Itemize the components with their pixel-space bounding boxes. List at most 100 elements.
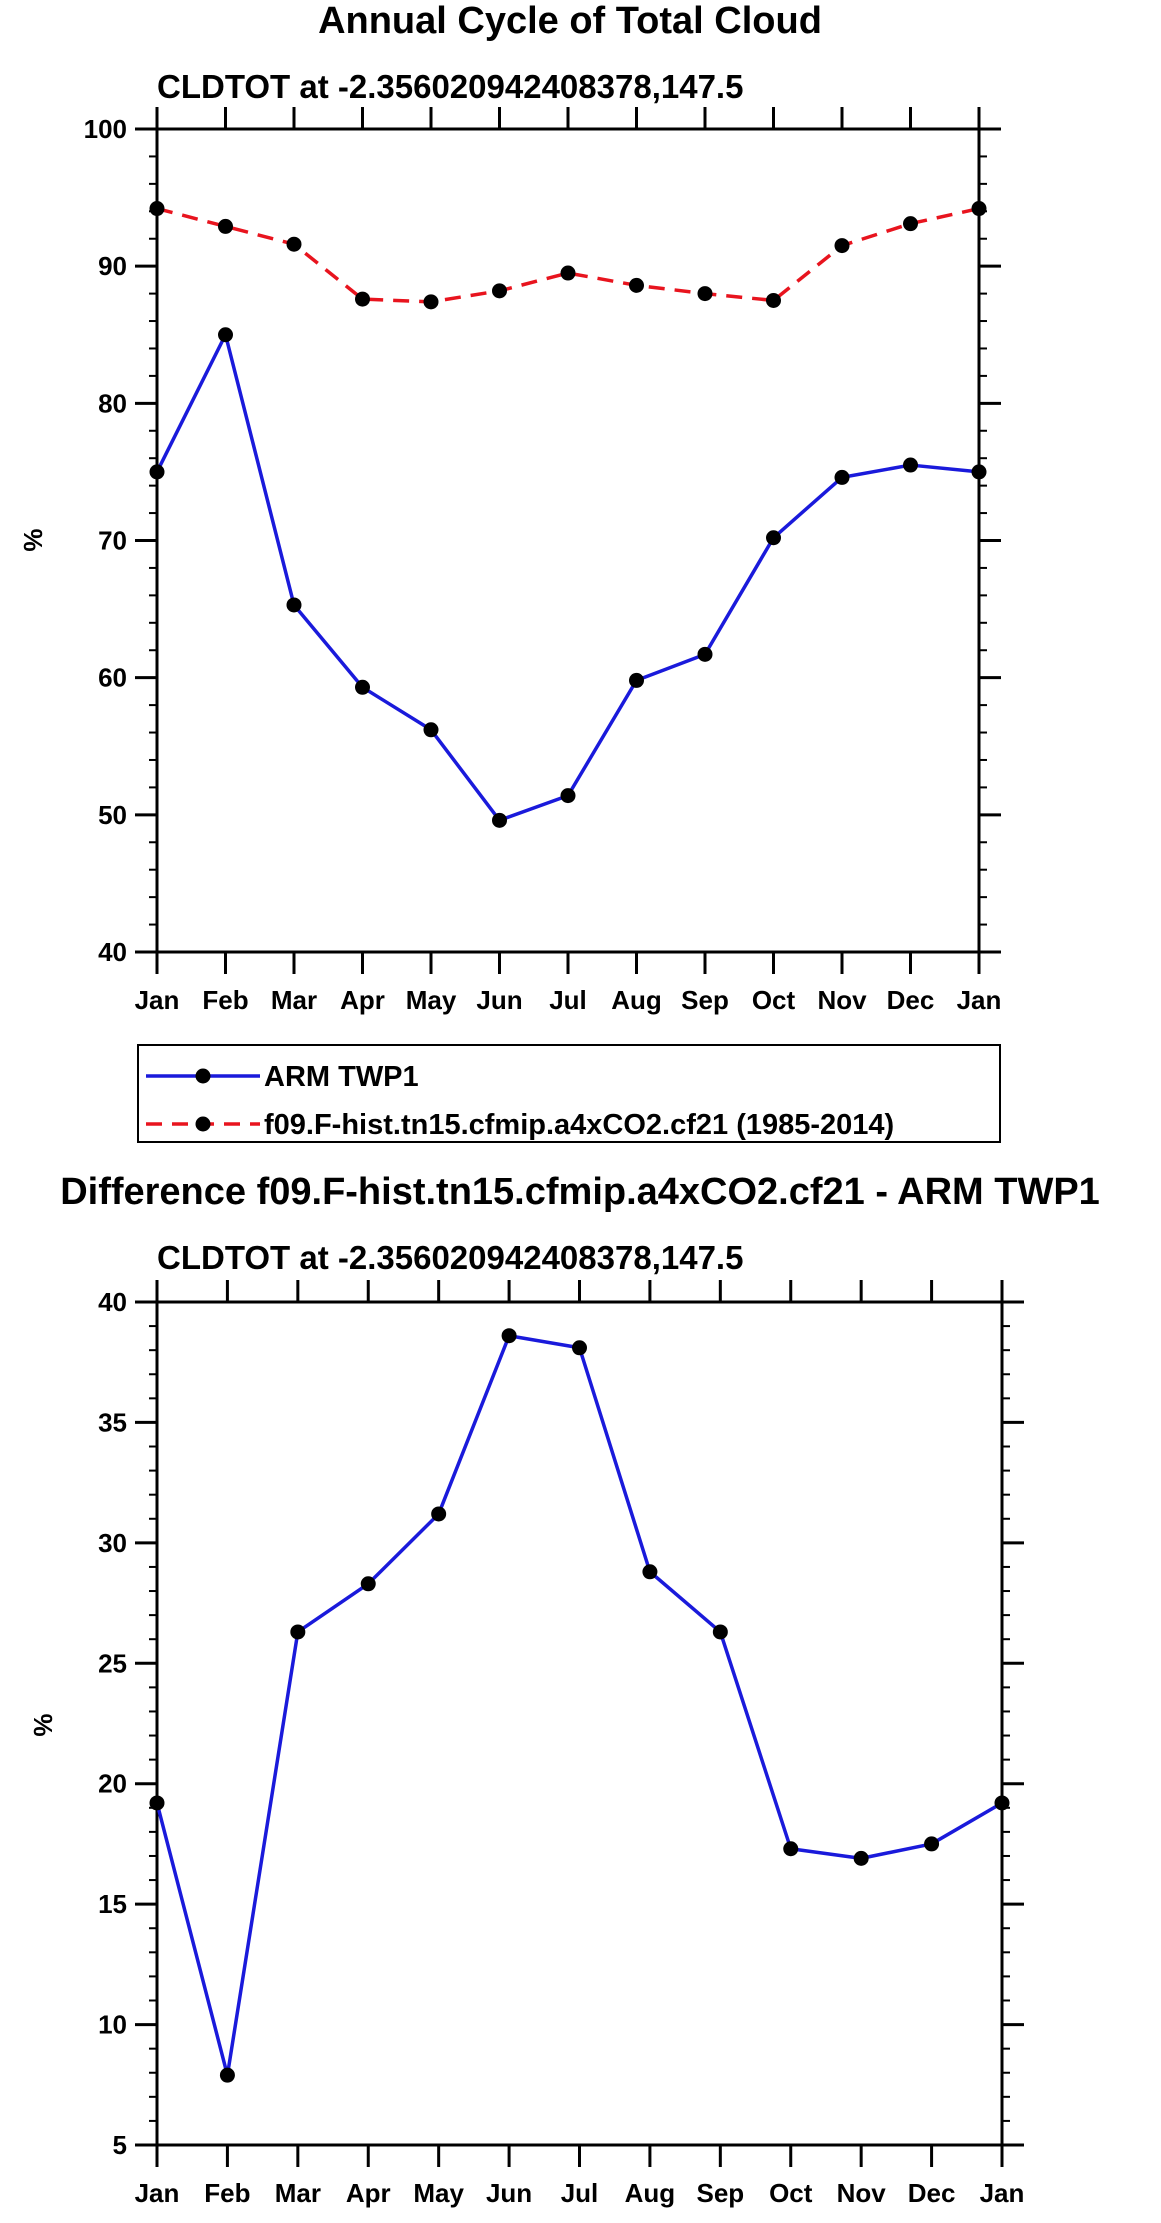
y-tick-label: 60: [98, 663, 127, 693]
data-point: [971, 201, 987, 217]
data-point: [501, 1328, 517, 1344]
series-line-model: [156, 206, 980, 304]
chart-subtitle: CLDTOT at -2.356020942408378,147.5: [157, 68, 743, 105]
series-lines: [155, 1333, 1003, 2077]
data-point: [766, 292, 781, 308]
data-point: [423, 722, 439, 738]
chart-subtitle: CLDTOT at -2.356020942408378,147.5: [157, 1239, 743, 1276]
data-point: [834, 469, 850, 485]
x-tick-label: Mar: [275, 2178, 321, 2208]
x-tick-label: Jan: [135, 985, 180, 1015]
x-tick-label: May: [406, 985, 457, 1015]
y-tick-label: 100: [84, 114, 127, 144]
x-tick-label: Aug: [625, 2178, 676, 2208]
series-markers: [149, 201, 987, 828]
x-tick-label: Oct: [752, 985, 796, 1015]
annual-cycle-chart: Annual Cycle of Total Cloud CLDTOT at -2…: [18, 0, 1001, 1015]
data-point: [423, 294, 439, 310]
y-tick-label: 40: [98, 937, 127, 967]
data-point: [286, 597, 302, 613]
data-point: [629, 277, 644, 293]
x-tick-label: Jan: [957, 985, 1002, 1015]
x-tick-label: Feb: [204, 2178, 250, 2208]
legend-marker-obs: [195, 1068, 211, 1084]
data-point: [766, 530, 781, 546]
data-point: [924, 1836, 940, 1852]
data-point: [712, 1624, 728, 1640]
x-tick-label: Jun: [476, 985, 522, 1015]
data-point: [697, 646, 713, 662]
chart-title: Difference f09.F-hist.tn15.cfmip.a4xCO2.…: [60, 1171, 1100, 1213]
legend: ARM TWP1 f09.F-hist.tn15.cfmip.a4xCO2.cf…: [137, 1044, 1001, 1143]
series-lines: [155, 206, 980, 823]
x-tick-label: Apr: [346, 2178, 391, 2208]
data-point: [783, 1841, 799, 1857]
x-tick-label: Oct: [769, 2178, 813, 2208]
data-point: [492, 812, 507, 828]
y-tick-label: 40: [98, 1287, 127, 1317]
axis-ticks: [135, 107, 1001, 974]
x-tick-label: Feb: [202, 985, 248, 1015]
legend-box: [137, 1044, 1001, 1143]
y-tick-label: 15: [98, 1889, 127, 1919]
x-tick-labels: Jan Feb Mar Apr May Jun Jul Aug Sep Oct Nov Dec Jan: [135, 2178, 1025, 2208]
axis-ticks: [135, 1280, 1024, 2167]
y-tick-label: 90: [98, 251, 127, 281]
data-point: [219, 2067, 235, 2083]
y-tick-label: 25: [98, 1648, 127, 1678]
x-tick-label: Jan: [980, 2178, 1025, 2208]
y-tick-label: 20: [98, 1769, 127, 1799]
data-point: [149, 464, 165, 480]
plot-frame: [155, 127, 981, 954]
legend-label-obs: ARM TWP1: [264, 1061, 419, 1093]
y-axis-label: %: [28, 1713, 58, 1736]
x-tick-labels: Jan Feb Mar Apr May Jun Jul Aug Sep Oct Nov Dec Jan: [135, 985, 1002, 1015]
data-point: [903, 457, 918, 473]
data-point: [286, 236, 302, 252]
data-point: [834, 238, 850, 254]
data-point: [697, 286, 713, 302]
data-point: [560, 788, 576, 804]
data-point: [994, 1795, 1010, 1811]
y-tick-label: 5: [113, 2130, 127, 2160]
x-tick-label: Jun: [486, 2178, 532, 2208]
x-tick-label: Apr: [340, 985, 385, 1015]
x-tick-label: Jul: [561, 2178, 599, 2208]
x-tick-label: Dec: [887, 985, 935, 1015]
y-tick-label: 50: [98, 800, 127, 830]
data-point: [629, 672, 644, 688]
data-point: [642, 1564, 658, 1580]
y-tick-labels: 40 50 60 70 80 90 100: [84, 114, 127, 967]
x-tick-label: Jul: [549, 985, 587, 1015]
y-tick-label: 35: [98, 1407, 127, 1437]
x-tick-label: Jan: [135, 2178, 180, 2208]
y-tick-labels: 5 10 15 20 25 30 35 40: [98, 1287, 127, 2160]
x-tick-label: Dec: [908, 2178, 956, 2208]
data-point: [218, 218, 233, 234]
x-tick-label: Nov: [837, 2178, 887, 2208]
data-point: [360, 1576, 376, 1592]
data-point: [218, 327, 233, 343]
data-point: [492, 283, 507, 299]
x-tick-label: Aug: [611, 985, 662, 1015]
data-point: [149, 201, 165, 217]
data-point: [853, 1850, 869, 1866]
difference-chart: Difference f09.F-hist.tn15.cfmip.a4xCO2.…: [28, 1171, 1100, 2208]
data-point: [971, 464, 987, 480]
series-markers: [149, 1328, 1010, 2083]
x-tick-label: May: [413, 2178, 464, 2208]
data-point: [290, 1624, 306, 1640]
x-tick-label: Mar: [271, 985, 317, 1015]
data-point: [355, 679, 370, 695]
series-line-obs: [155, 333, 980, 823]
chart-title: Annual Cycle of Total Cloud: [318, 0, 822, 42]
data-point: [149, 1795, 165, 1811]
x-tick-label: Sep: [681, 985, 729, 1015]
data-point: [431, 1506, 447, 1522]
legend-label-model: f09.F-hist.tn15.cfmip.a4xCO2.cf21 (1985-…: [264, 1109, 894, 1141]
y-tick-label: 10: [98, 2010, 127, 2040]
y-axis-label: %: [18, 528, 48, 551]
data-point: [572, 1340, 587, 1356]
data-point: [903, 216, 918, 232]
